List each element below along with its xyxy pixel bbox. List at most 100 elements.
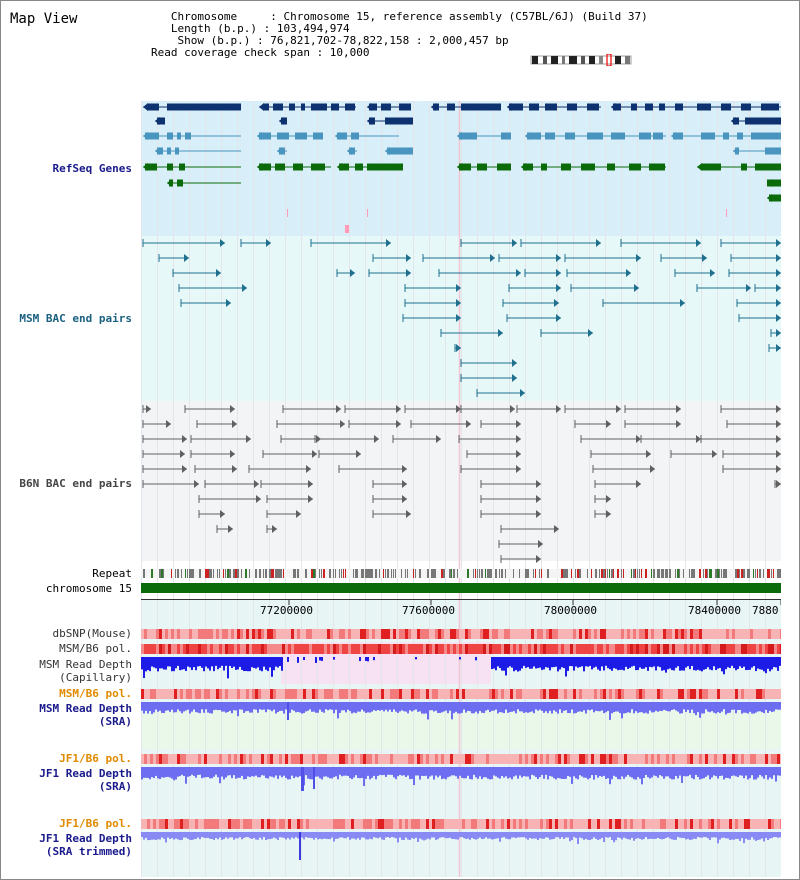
chromosome-ideogram[interactable] [529, 54, 635, 66]
jf1-depth-trimmed-bar [685, 832, 687, 840]
dbsnp-cell [681, 629, 684, 639]
msm-pol-sra-cell [411, 689, 414, 699]
jf1-depth-bar [329, 767, 331, 779]
jf1-pol-label[interactable]: JF1/B6 pol. [59, 752, 132, 765]
jf1-pol-trimmed-cell [339, 819, 342, 829]
b6n-bac-label[interactable]: B6N BAC end pairs [19, 477, 132, 490]
repeat-element [613, 569, 614, 578]
jf1-depth-bar [435, 767, 437, 776]
jf1-pol-trimmed-cell [507, 819, 510, 829]
dbsnp-cell [696, 629, 699, 639]
jf1-depth-bar [413, 767, 415, 786]
jf1-depth-bar [509, 767, 511, 778]
dbsnp-cell [705, 629, 708, 639]
b6n-bac-end-arrow [336, 405, 341, 413]
coordinate-axis: 77200000 77600000 78000000 78400000 7880 [141, 599, 781, 617]
msm-pol-sra-cell [666, 689, 669, 699]
jf1-pol-trimmed-cell [213, 819, 216, 829]
b6n-bac-end-arrow [556, 405, 561, 413]
msm-depth-sra-bar [213, 702, 215, 711]
jf1-depth-bar [205, 767, 207, 778]
jf1-depth-bar [515, 767, 517, 776]
dbsnp-cell [333, 629, 336, 639]
jf1-depth-label[interactable]: JF1 Read Depth (SRA) [39, 767, 132, 793]
repeat-element [235, 569, 237, 578]
jf1-pol-cell [261, 754, 264, 764]
msm-pol-sra-cell [582, 689, 585, 699]
repeat-element [771, 569, 772, 578]
jf1-pol-trimmed-cell [321, 819, 324, 829]
msm-pol-capillary-cell [195, 644, 198, 654]
b6n-bac-end-arrow [456, 405, 461, 413]
dbsnp-cell [147, 629, 150, 639]
msm-depth-sra-bar [551, 702, 553, 714]
jf1-depth-trimmed-bar [185, 832, 187, 838]
msm-bac-end-arrow [456, 314, 461, 322]
jf1-depth-trimmed-bar [739, 832, 741, 841]
jf1-pol-trimmed-cell [411, 819, 414, 829]
jf1-pol-trimmed-cell [348, 819, 351, 829]
genome-browser-canvas[interactable]: 77200000 77600000 78000000 78400000 7880 [141, 99, 781, 877]
jf1-pol-cell [348, 754, 351, 764]
repeat-element [525, 569, 527, 578]
msm-depth-capillary-bar [563, 657, 565, 669]
msm-pol-sra-label[interactable]: MSM/B6 pol. [59, 687, 132, 700]
jf1-depth-trimmed-bar [641, 832, 643, 840]
msm-pol-sra-cell [147, 689, 150, 699]
jf1-pol-trimmed-cell [537, 819, 540, 829]
repeat-element [369, 569, 371, 578]
jf1-depth-trimmed-bar [421, 832, 423, 840]
jf1-pol-trimmed-label[interactable]: JF1/B6 pol. [59, 817, 132, 830]
msm-pol-sra-cell [384, 689, 387, 699]
gene-exon [177, 132, 181, 140]
jf1-depth-bar [641, 767, 643, 785]
dbsnp-cell [291, 629, 294, 639]
msm-depth-sra-bar [539, 702, 541, 710]
jf1-depth-trimmed-label[interactable]: JF1 Read Depth (SRA trimmed) [39, 832, 132, 858]
dbsnp-cell [276, 629, 279, 639]
repeat-element [415, 569, 416, 578]
jf1-depth-bar [405, 767, 407, 777]
msm-pol-capillary-cell [291, 644, 294, 654]
jf1-pol-cell [159, 754, 162, 764]
jf1-pol-cell [540, 754, 543, 764]
msm-pol-capillary-cell [492, 644, 495, 654]
jf1-depth-bar [345, 767, 347, 776]
msm-depth-capillary-bar [713, 657, 715, 667]
msm-pol-sra-cell [633, 689, 636, 699]
msm-pol-capillary-cell [387, 644, 390, 654]
jf1-pol-trimmed-cell [441, 819, 444, 829]
msm-bac-end-arrow [456, 284, 461, 292]
repeat-element [773, 569, 774, 578]
msm-depth-capillary-bar [197, 657, 199, 667]
jf1-depth-trimmed-bar [741, 832, 743, 839]
jf1-depth-bar [495, 767, 497, 777]
msm-depth-sra-bar [747, 702, 749, 714]
msm-depth-capillary-bar [153, 657, 155, 668]
jf1-pol-trimmed-cell [147, 819, 150, 829]
jf1-depth-trimmed-bar [363, 832, 365, 838]
msm-depth-capillary-label[interactable]: MSM Read Depth (Capillary) [39, 658, 132, 684]
msm-depth-capillary-bar [207, 657, 209, 669]
refseq-genes-label[interactable]: RefSeq Genes [52, 162, 132, 175]
msm-pol-capillary-cell [714, 644, 717, 654]
msm-bac-label[interactable]: MSM BAC end pairs [19, 312, 132, 325]
repeat-track [141, 569, 781, 578]
msm-depth-sra-label[interactable]: MSM Read Depth (SRA) [39, 702, 132, 728]
jf1-pol-cell [264, 754, 267, 764]
jf1-pol-cell [537, 754, 540, 764]
msm-depth-sra-bar [239, 702, 241, 710]
msm-depth-sra-bar [405, 702, 407, 712]
jf1-pol-trimmed-cell [381, 819, 384, 829]
jf1-depth-bar [621, 767, 623, 777]
gene-exon [751, 132, 781, 140]
jf1-pol-cell [588, 754, 591, 764]
msm-pol-capillary-cell [603, 644, 606, 654]
dbsnp-cell [267, 629, 270, 639]
msm-pol-capillary-cell [303, 644, 306, 654]
jf1-depth-trimmed-bar [183, 832, 185, 838]
jf1-pol-cell [558, 754, 561, 764]
dbsnp-label[interactable]: dbSNP(Mouse) [52, 627, 132, 640]
msm-pol-capillary-label[interactable]: MSM/B6 pol. [59, 642, 132, 655]
msm-depth-sra-bar [197, 702, 199, 713]
